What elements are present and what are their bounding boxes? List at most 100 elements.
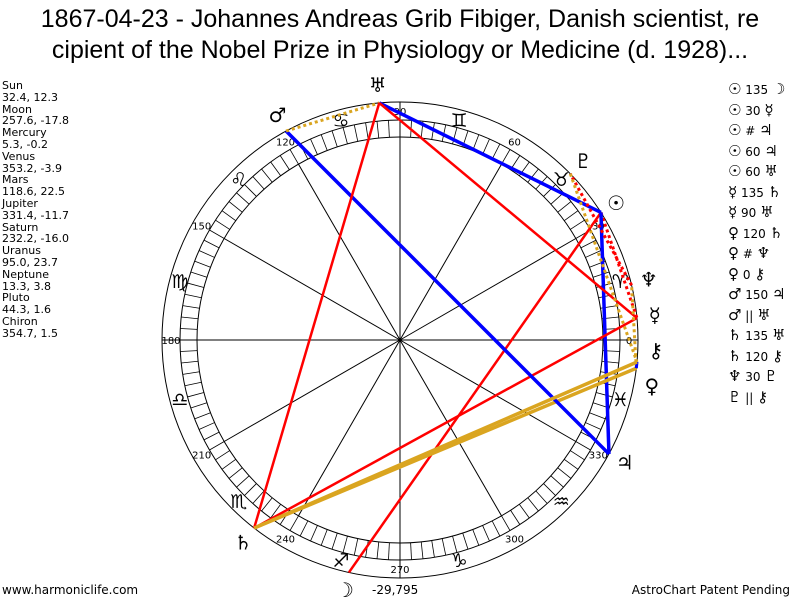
degree-tick: [187, 282, 205, 288]
zodiac-sign-icon: ♎: [171, 389, 188, 411]
aspect-planet-b: ♄: [767, 182, 782, 201]
degree-tick: [261, 168, 273, 183]
degree-tick: [431, 540, 435, 558]
planet-name: Uranus: [2, 244, 41, 258]
degree-tick: [342, 535, 348, 553]
degree-tick: [187, 392, 205, 398]
aspect-type: 120: [741, 349, 772, 364]
site-link[interactable]: www.harmoniclife.com: [2, 583, 139, 597]
aspect-type: 90: [737, 206, 761, 220]
degree-tick: [244, 483, 257, 496]
degree-tick: [420, 541, 424, 559]
pluto-icon: ♇: [574, 149, 592, 173]
mars-icon: ♂: [268, 103, 286, 127]
aspect-type: ||: [741, 390, 758, 405]
aspect-line: [285, 101, 380, 133]
degree-tick: [410, 542, 412, 560]
degree-tick: [570, 450, 585, 461]
aspect-planet-b: ♃: [772, 285, 786, 303]
degree-label: 60: [508, 138, 521, 149]
degree-tick: [342, 127, 348, 145]
degree-tick: [353, 538, 359, 556]
degree-tick: [472, 529, 480, 546]
aspect-line: [284, 129, 611, 456]
planet-position: 44.3, 1.6: [2, 303, 51, 317]
degree-tick: [221, 210, 237, 222]
planet-name: Jupiter: [2, 196, 38, 210]
aspect-type: 30: [741, 103, 765, 118]
degree-tick: [182, 305, 200, 309]
house-line: [298, 339, 401, 517]
degree-tick: [190, 402, 208, 409]
aspect-planet-b: ☽: [772, 80, 786, 98]
degree-tick: [585, 250, 602, 258]
degree-tick: [221, 458, 237, 470]
jupiter-icon: ♃: [616, 451, 634, 475]
aspect-planet-a: ☉: [728, 100, 742, 119]
degree-tick: [365, 122, 369, 140]
aspect-planet-b: ♄: [769, 223, 783, 242]
degree-tick: [543, 483, 556, 496]
degree-tick: [252, 176, 265, 190]
aspect-row: ☉ 135 ☽: [728, 80, 785, 101]
aspect-row: ☉ # ♃: [728, 121, 785, 142]
degree-tick: [184, 381, 202, 387]
degree-tick: [331, 130, 338, 148]
degree-tick: [270, 161, 282, 177]
degree-tick: [353, 124, 359, 142]
degree-tick: [180, 350, 198, 352]
saturn-icon: ♄: [234, 530, 252, 554]
aspect-row: ♄ 120 ⚷: [728, 347, 785, 368]
degree-tick: [198, 422, 215, 430]
aspect-line: [378, 101, 602, 215]
planet-list: Sun 32.4, 12.3 Moon 257.6, -17.8 Mercury 5.3,…: [2, 80, 69, 340]
degree-label: 300: [505, 534, 524, 545]
degree-label: 180: [161, 336, 180, 347]
degree-tick: [535, 490, 548, 504]
planet-name: Saturn: [2, 220, 39, 234]
aspect-planet-a: ☉: [728, 80, 742, 98]
aspect-planet-a: ☉: [728, 141, 742, 160]
venus-icon: ♀: [644, 374, 659, 398]
planet-name: Chiron: [2, 314, 38, 328]
degree-tick: [595, 392, 613, 398]
aspect-row: ☿ 90 ♅: [728, 203, 785, 224]
moon-icon: ☽: [336, 578, 354, 600]
degree-tick: [589, 412, 606, 420]
aspect-list: ☉ 135 ☽ ☉ 30 ☿ ☉ # ♃ ☉ 60 ♃ ☉ 60 ♅ ☿ 135 ♄ ☿ 9…: [728, 80, 785, 408]
degree-tick: [244, 184, 257, 197]
aspect-planet-a: ♇: [728, 387, 742, 406]
aspect-line: [599, 212, 611, 454]
degree-tick: [194, 412, 211, 420]
zodiac-sign-icon: ♑: [450, 550, 467, 572]
aspect-planet-b: ♅: [760, 203, 774, 221]
planet-position: 5.3, -0.2: [2, 137, 48, 151]
degree-tick: [289, 515, 299, 531]
aspect-planet-a: ♄: [728, 326, 742, 344]
degree-tick: [592, 271, 610, 278]
aspect-line: [630, 285, 638, 369]
zodiac-sign-icon: ♏: [230, 491, 247, 513]
degree-tick: [203, 239, 220, 249]
chart-title: 1867-04-23 - Johannes Andreas Grib Fibig…: [0, 4, 800, 66]
degree-tick: [236, 475, 250, 488]
chiron-icon: ⚷: [648, 339, 663, 363]
degree-tick: [310, 525, 318, 542]
aspect-planet-b: ⚷: [772, 346, 783, 365]
degree-tick: [563, 210, 579, 222]
zodiac-sign-icon: ♍: [171, 271, 188, 293]
planet-position: 32.4, 12.3: [2, 90, 58, 104]
degree-tick: [198, 250, 215, 258]
degree-tick: [252, 490, 265, 504]
degree-tick: [279, 155, 290, 170]
degree-tick: [501, 515, 511, 531]
degree-tick: [203, 431, 220, 441]
aspect-type: 30: [741, 370, 765, 384]
aspect-row: ☉ 60 ♅: [728, 162, 785, 183]
uranus-icon: ♅: [369, 73, 387, 97]
degree-tick: [180, 328, 198, 330]
aspect-type: 135: [741, 329, 772, 343]
aspect-type: 120: [739, 226, 770, 241]
degree-label: 240: [276, 534, 295, 545]
degree-tick: [181, 360, 199, 364]
